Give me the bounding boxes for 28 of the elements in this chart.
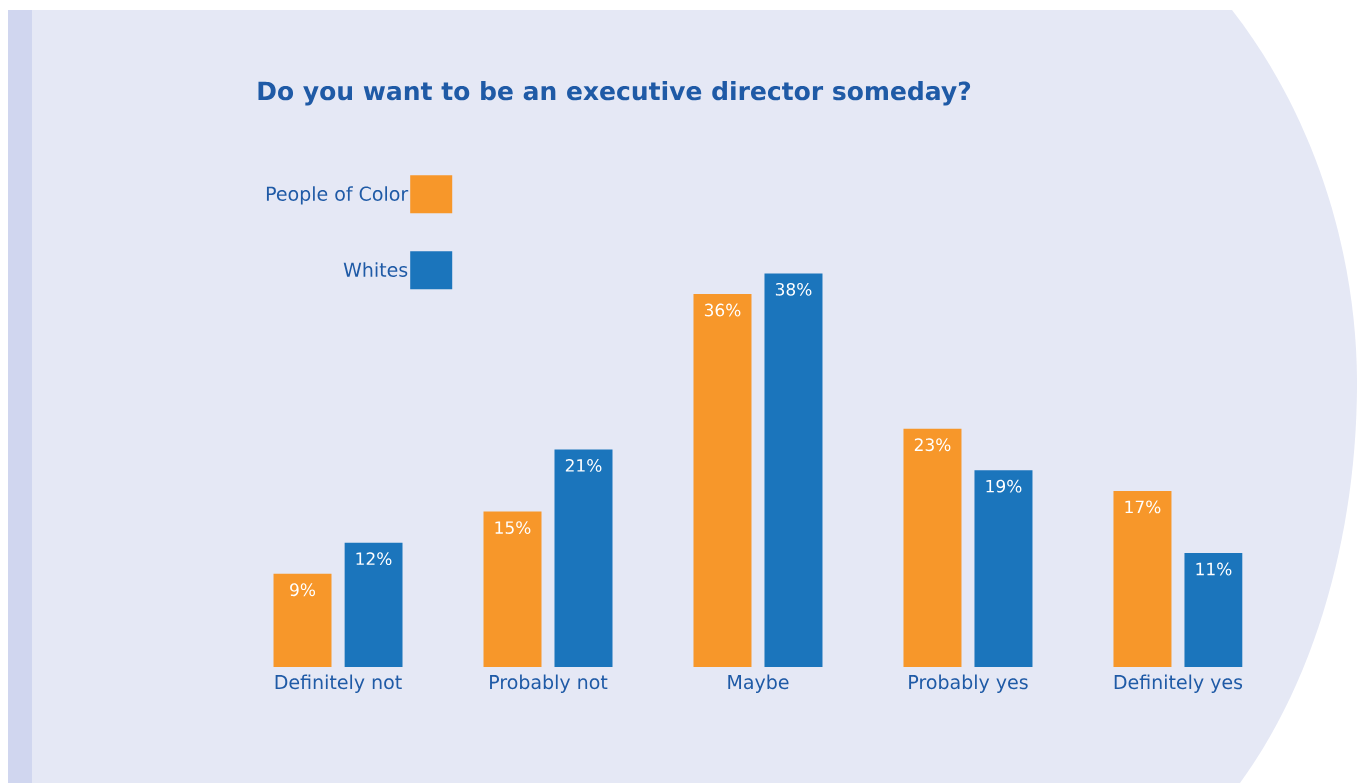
bar <box>903 428 962 667</box>
data-label: 38% <box>775 282 812 296</box>
bar <box>693 294 752 667</box>
bar <box>764 273 823 667</box>
data-label: 21% <box>565 458 602 472</box>
data-label: 19% <box>986 479 1022 493</box>
bar <box>483 511 542 667</box>
bar <box>974 470 1033 667</box>
data-label: 23% <box>914 438 951 452</box>
bar <box>554 449 613 667</box>
data-label: 36% <box>704 303 741 317</box>
x-tick-label: Definitely not <box>275 674 402 693</box>
bar <box>273 573 332 667</box>
data-label: 15% <box>495 521 531 534</box>
bar <box>1113 490 1172 667</box>
x-tick-label: Definitely yes <box>1114 674 1243 693</box>
data-label: 17% <box>1125 500 1161 514</box>
bar <box>1184 553 1243 667</box>
x-tick-label: Probably not <box>490 674 608 693</box>
x-tick-label: Probably yes <box>909 674 1028 693</box>
data-label: 11% <box>1196 562 1232 576</box>
chart-title: Do you want to be an executive director someday? <box>258 80 971 106</box>
data-label: 9% <box>290 583 316 597</box>
x-tick-label: Maybe <box>728 674 789 693</box>
bar <box>344 542 403 667</box>
legend-label: People of Color <box>266 186 409 205</box>
legend-label: Whites <box>343 262 408 277</box>
data-label: 12% <box>356 552 392 566</box>
